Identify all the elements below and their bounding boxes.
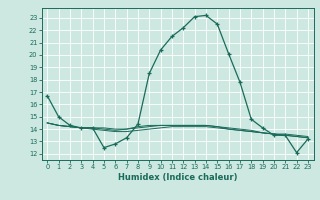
X-axis label: Humidex (Indice chaleur): Humidex (Indice chaleur) bbox=[118, 173, 237, 182]
